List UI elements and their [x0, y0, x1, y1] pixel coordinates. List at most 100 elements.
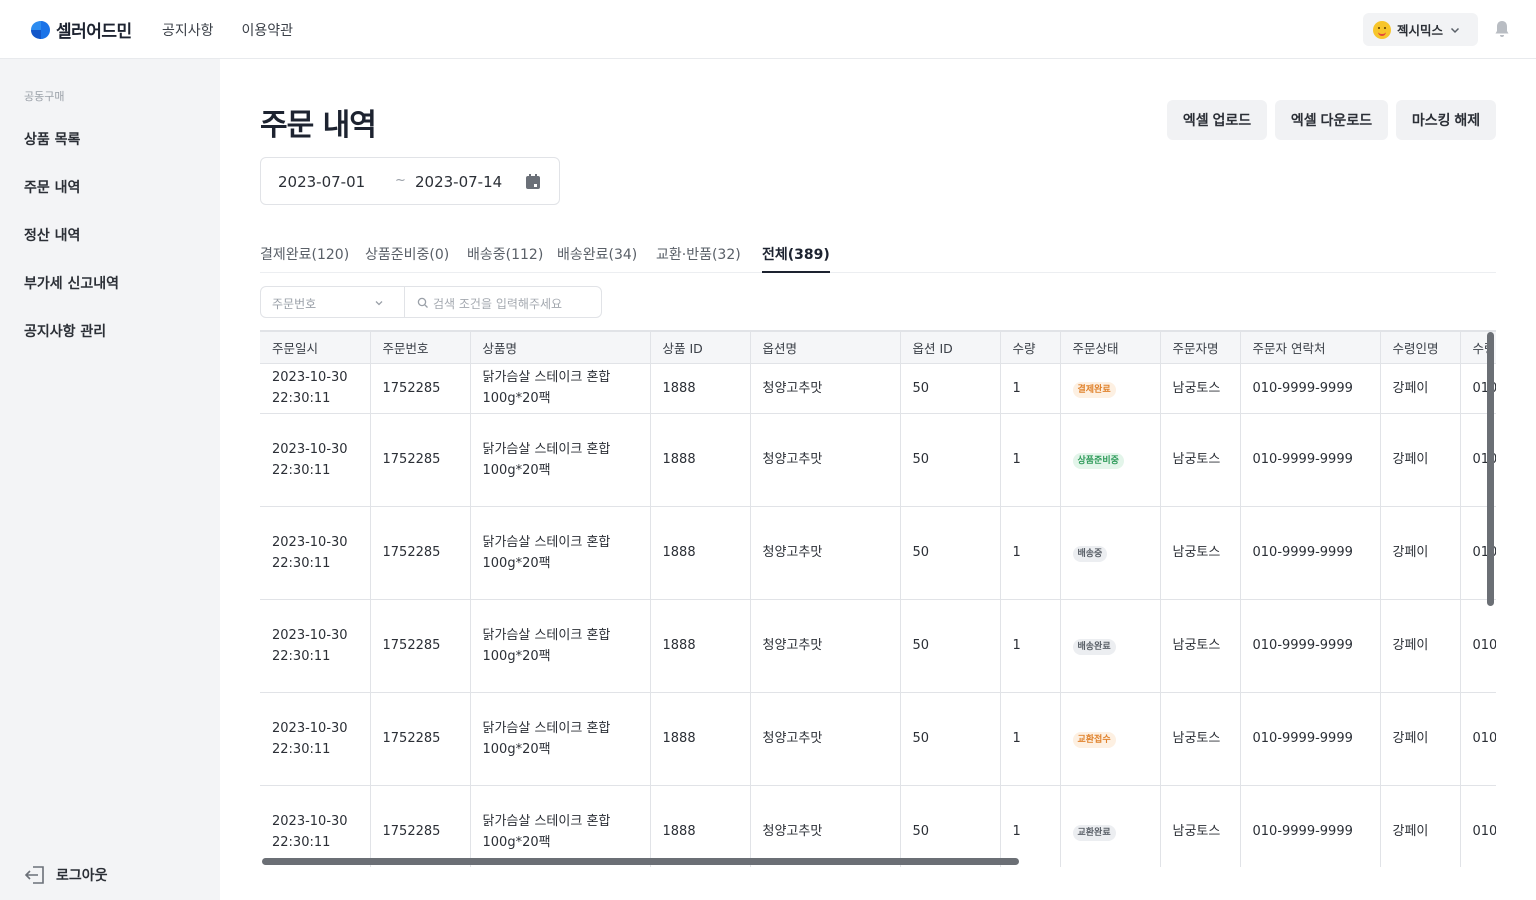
nav-terms-link[interactable]: 이용약관	[241, 23, 294, 39]
table-row[interactable]: 2023-10-30 22:30:11 1752285 닭가슴살 스테이크 혼합 100…	[260, 413, 1496, 507]
table-cell: 남궁토스	[1160, 413, 1241, 507]
option-id: 50	[912, 545, 930, 560]
user-menu-button[interactable]: 젝시믹스	[1363, 13, 1478, 46]
table-cell: 1752285	[370, 363, 471, 414]
option-id: 50	[912, 824, 930, 839]
order-number: 1752285	[382, 545, 441, 560]
option-id: 50	[912, 380, 930, 396]
order-date: 2023-10-30	[272, 370, 348, 385]
table-cell: 50	[900, 785, 1001, 867]
sidebar-item-settlement[interactable]: 정산 내역	[24, 228, 81, 244]
sidebar-item-orders[interactable]: 주문 내역	[24, 180, 81, 196]
vertical-scrollbar[interactable]	[1487, 332, 1494, 606]
date-separator: ~	[395, 173, 406, 188]
app-logo[interactable]: 셀러어드민	[28, 17, 132, 42]
bell-icon[interactable]	[1492, 19, 1512, 39]
date-from[interactable]: 2023-07-01	[278, 173, 366, 191]
order-time: 22:30:11	[272, 648, 331, 664]
table-cell: 1	[1000, 506, 1061, 600]
option-name: 청양고추맛	[762, 824, 823, 839]
receiver-phone: 010-9999-9999	[1472, 824, 1497, 839]
table-cell: 1888	[650, 599, 751, 693]
order-number: 1752285	[382, 638, 441, 653]
table-row[interactable]: 2023-10-30 22:30:11 1752285 닭가슴살 스테이크 혼합 100…	[260, 599, 1497, 693]
product-spec: 100g*20팩	[482, 648, 551, 664]
product-name: 닭가슴살 스테이크 혼합	[482, 534, 611, 550]
excel-download-button[interactable]: 엑셀 다운로드	[1275, 100, 1388, 140]
tab-paid[interactable]: 결제완료(120)	[260, 247, 350, 263]
search-field-value: 주문번호	[272, 297, 317, 311]
status-badge: 배송중	[1072, 546, 1108, 562]
order-number: 1752285	[382, 824, 441, 839]
sidebar-item-products[interactable]: 상품 목록	[24, 132, 81, 148]
column-header: 수령인명	[1380, 330, 1461, 364]
product-spec: 100g*20팩	[482, 741, 551, 757]
receiver-name: 강페이	[1392, 638, 1429, 653]
table-cell: 1	[1000, 413, 1061, 507]
search-input[interactable]: 검색 조건을 입력해주세요	[433, 297, 563, 311]
nav-notices-link[interactable]: 공지사항	[162, 23, 214, 39]
page-title: 주문 내역	[260, 108, 377, 143]
table-cell: 50	[900, 692, 1001, 786]
search-field-select[interactable]: 주문번호	[261, 287, 405, 317]
table-cell: 강페이	[1380, 413, 1461, 507]
quantity: 1	[1012, 638, 1021, 653]
quantity: 1	[1012, 380, 1021, 396]
product-spec: 100g*20팩	[482, 834, 551, 850]
tab-delivered[interactable]: 배송완료(34)	[557, 247, 638, 263]
status-badge: 교환접수	[1072, 732, 1116, 748]
date-to[interactable]: 2023-07-14	[415, 173, 503, 191]
table-cell: 닭가슴살 스테이크 혼합 100g*20팩	[470, 785, 651, 867]
horizontal-scrollbar[interactable]	[262, 858, 1019, 865]
receiver-name: 강페이	[1392, 545, 1429, 560]
top-nav: 공지사항 이용약관	[162, 20, 293, 40]
logout-button[interactable]: 로그아웃	[24, 865, 108, 885]
order-number: 1752285	[382, 731, 441, 746]
buyer-phone: 010-9999-9999	[1252, 452, 1353, 467]
table-cell: 닭가슴살 스테이크 혼합 100g*20팩	[470, 506, 651, 600]
buyer-name: 남궁토스	[1172, 380, 1221, 396]
tab-preparing[interactable]: 상품준비중(0)	[365, 247, 450, 263]
orders-table-container[interactable]: 주문일시 주문번호 상품명 상품 ID 옵션명 옵션 ID 수량 주문상태 주문자명 주문자 연락…	[260, 330, 1496, 867]
status-badge: 상품준비중	[1072, 453, 1124, 469]
tab-shipping[interactable]: 배송중(112)	[467, 247, 544, 263]
sidebar-item-notice-admin[interactable]: 공지사항 관리	[24, 324, 107, 340]
receiver-name: 강페이	[1392, 731, 1429, 746]
order-date: 2023-10-30	[272, 627, 348, 643]
receiver-phone: 010-9999-9999	[1472, 638, 1497, 653]
option-name: 청양고추맛	[762, 380, 823, 396]
sidebar-item-vat[interactable]: 부가세 신고내역	[24, 276, 120, 292]
buyer-phone: 010-9999-9999	[1252, 545, 1353, 560]
table-cell: 1752285	[370, 413, 471, 507]
excel-upload-button[interactable]: 엑셀 업로드	[1167, 100, 1267, 140]
table-cell: 2023-10-30 22:30:11	[260, 413, 371, 507]
product-spec: 100g*20팩	[482, 391, 551, 406]
date-range-picker[interactable]: 2023-07-01 ~ 2023-07-14	[260, 157, 560, 205]
table-cell: 남궁토스	[1160, 599, 1241, 693]
order-status-tabs: 결제완료(120) 상품준비중(0) 배송중(112) 배송완료(34) 교환·…	[260, 244, 1496, 273]
table-cell: 010-9999-9999	[1460, 599, 1497, 693]
logo-icon	[31, 20, 50, 39]
table-row[interactable]: 2023-10-30 22:30:11 1752285 닭가슴살 스테이크 혼합 100…	[260, 785, 1496, 867]
option-name: 청양고추맛	[762, 638, 823, 653]
receiver-phone: 010-9999-9999	[1472, 731, 1497, 746]
table-cell: 배송중	[1060, 506, 1161, 600]
calendar-icon[interactable]	[524, 173, 542, 191]
quantity: 1	[1012, 824, 1021, 839]
buyer-name: 남궁토스	[1172, 545, 1221, 560]
table-row[interactable]: 2023-10-30 22:30:11 1752285 닭가슴살 스테이크 혼합 100…	[260, 506, 1496, 600]
tab-exchange-return[interactable]: 교환·반품(32)	[656, 247, 741, 263]
search-bar: 주문번호 검색 조건을 입력해주세요	[260, 286, 602, 318]
table-cell: 청양고추맛	[750, 363, 901, 414]
table-row[interactable]: 2023-10-30 22:30:11 1752285 닭가슴살 스테이크 혼합 100…	[260, 692, 1497, 786]
unmask-button[interactable]: 마스킹 해제	[1396, 100, 1496, 140]
tab-all[interactable]: 전체(389)	[762, 244, 830, 273]
product-spec: 100g*20팩	[482, 555, 551, 571]
table-row[interactable]: 2023-10-30 22:30:11 1752285 닭가슴살 스테이크 혼합 100…	[260, 363, 1496, 414]
buyer-phone: 010-9999-9999	[1252, 380, 1353, 396]
order-number: 1752285	[382, 452, 441, 467]
buyer-name: 남궁토스	[1172, 731, 1221, 746]
table-cell: 1752285	[370, 599, 471, 693]
table-cell: 남궁토스	[1160, 692, 1241, 786]
receiver-name: 강페이	[1392, 452, 1429, 467]
